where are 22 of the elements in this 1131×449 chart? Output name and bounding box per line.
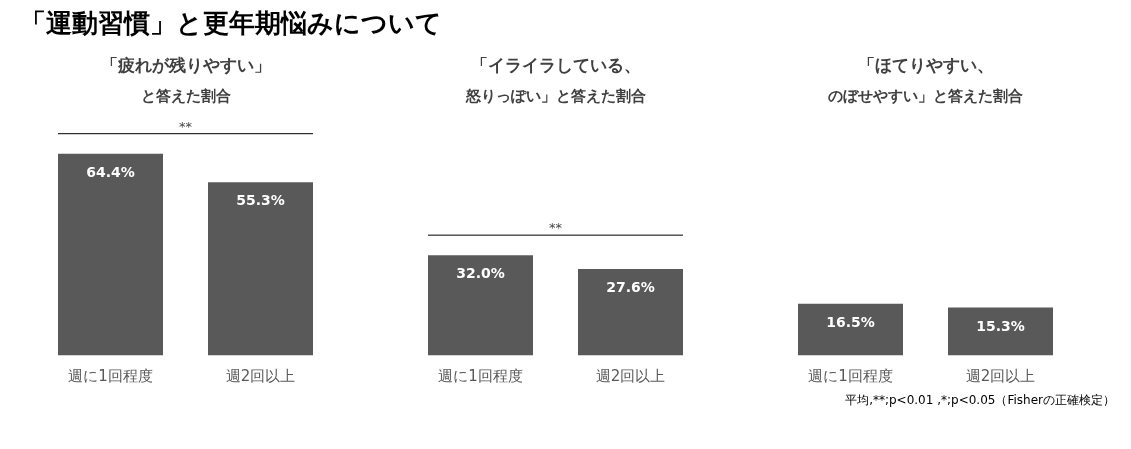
data-label: 15.3% [976,317,1025,334]
chart-subtitle: と答えた割合 [140,86,231,105]
data-label: 16.5% [826,313,875,330]
data-label: 27.6% [606,279,655,296]
x-tick-label: 週に1回程度 [68,366,153,385]
data-label: 32.0% [456,265,505,282]
x-tick-label: 週2回以上 [225,366,296,385]
x-tick-label: 週2回以上 [965,366,1036,385]
chart-title: 「疲れが残りやすい」 [100,54,271,75]
text: ** [549,220,563,236]
text: ** [179,118,193,134]
data-label: 64.4% [86,164,135,180]
chart-subtitle: 怒りっぽい」と答えた割合 [464,86,646,105]
x-tick-label: 週に1回程度 [438,366,523,385]
text: 平均,**;p<0.01 ,*;p<0.05（Fisherの正確検定） [845,392,1115,410]
x-tick-label: 週2回以上 [595,366,666,385]
text: 「運動習慣」と更年期悩みについて [20,7,442,40]
chart-title: 「ほてりやすい、 [857,54,994,75]
chart-title: 「イライラしている、 [470,54,641,75]
x-tick-label: 週に1回程度 [808,366,893,385]
chart-subtitle: のぼせやすい」と答えた割合 [828,86,1023,105]
data-label: 55.3% [236,192,285,209]
